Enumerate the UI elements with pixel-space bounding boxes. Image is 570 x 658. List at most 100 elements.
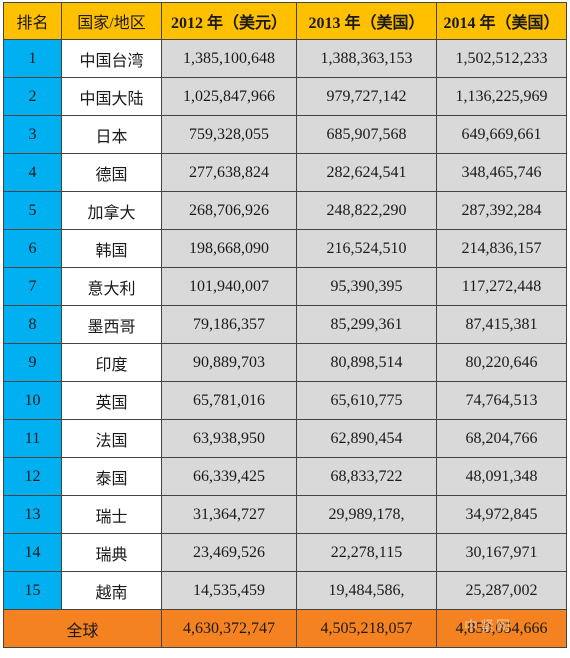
rank-cell: 14 xyxy=(3,533,62,572)
country-cell: 中国台湾 xyxy=(61,39,162,78)
table-row: 11 法国 63,938,950 62,890,454 68,204,766 xyxy=(3,419,567,458)
value-2012-cell: 101,940,007 xyxy=(161,267,297,306)
value-2013-cell: 29,989,178, xyxy=(296,495,437,534)
table-row: 4 德国 277,638,824 282,624,541 348,465,746 xyxy=(3,153,567,192)
header-row: 排名 国家/地区 2012 年（美元） 2013 年（美国） 2014 年（美国… xyxy=(3,2,567,40)
header-country: 国家/地区 xyxy=(61,2,162,40)
value-2012-cell: 66,339,425 xyxy=(161,457,297,496)
value-2014-cell: 34,972,845 xyxy=(436,495,567,534)
value-2013-cell: 979,727,142 xyxy=(296,77,437,116)
value-2012-cell: 277,638,824 xyxy=(161,153,297,192)
value-2012-cell: 31,364,727 xyxy=(161,495,297,534)
rank-cell: 12 xyxy=(3,457,62,496)
total-2014-cell: 4,850,054,666 xyxy=(436,609,567,648)
value-2012-cell: 1,025,847,966 xyxy=(161,77,297,116)
value-2012-cell: 79,186,357 xyxy=(161,305,297,344)
table-row: 10 英国 65,781,016 65,610,775 74,764,513 xyxy=(3,381,567,420)
table-row: 2 中国大陆 1,025,847,966 979,727,142 1,136,2… xyxy=(3,77,567,116)
value-2014-cell: 25,287,002 xyxy=(436,571,567,610)
table-row: 9 印度 90,889,703 80,898,514 80,220,646 xyxy=(3,343,567,382)
value-2012-cell: 268,706,926 xyxy=(161,191,297,230)
country-cell: 瑞士 xyxy=(61,495,162,534)
country-cell: 韩国 xyxy=(61,229,162,268)
value-2013-cell: 1,388,363,153 xyxy=(296,39,437,78)
value-2012-cell: 14,535,459 xyxy=(161,571,297,610)
total-row: 全球 4,630,372,747 4,505,218,057 4,850,054… xyxy=(3,609,567,648)
rank-cell: 5 xyxy=(3,191,62,230)
value-2014-cell: 48,091,348 xyxy=(436,457,567,496)
table-row: 15 越南 14,535,459 19,484,586, 25,287,002 xyxy=(3,571,567,610)
value-2013-cell: 685,907,568 xyxy=(296,115,437,154)
rank-cell: 7 xyxy=(3,267,62,306)
value-2014-cell: 74,764,513 xyxy=(436,381,567,420)
value-2012-cell: 23,469,526 xyxy=(161,533,297,572)
value-2013-cell: 65,610,775 xyxy=(296,381,437,420)
table-row: 13 瑞士 31,364,727 29,989,178, 34,972,845 xyxy=(3,495,567,534)
total-label: 全球 xyxy=(3,609,162,648)
value-2013-cell: 19,484,586, xyxy=(296,571,437,610)
header-rank: 排名 xyxy=(3,2,62,40)
rank-cell: 6 xyxy=(3,229,62,268)
value-2014-cell: 117,272,448 xyxy=(436,267,567,306)
country-cell: 泰国 xyxy=(61,457,162,496)
value-2012-cell: 1,385,100,648 xyxy=(161,39,297,78)
value-2013-cell: 62,890,454 xyxy=(296,419,437,458)
rank-cell: 9 xyxy=(3,343,62,382)
rank-cell: 8 xyxy=(3,305,62,344)
value-2012-cell: 759,328,055 xyxy=(161,115,297,154)
table-row: 1 中国台湾 1,385,100,648 1,388,363,153 1,502… xyxy=(3,39,567,78)
value-2012-cell: 198,668,090 xyxy=(161,229,297,268)
value-2014-cell: 80,220,646 xyxy=(436,343,567,382)
table-row: 12 泰国 66,339,425 68,833,722 48,091,348 xyxy=(3,457,567,496)
value-2014-cell: 1,136,225,969 xyxy=(436,77,567,116)
value-2013-cell: 85,299,361 xyxy=(296,305,437,344)
table-row: 7 意大利 101,940,007 95,390,395 117,272,448 xyxy=(3,267,567,306)
rank-cell: 11 xyxy=(3,419,62,458)
country-cell: 越南 xyxy=(61,571,162,610)
watermark: 中紧网 xyxy=(464,619,512,635)
country-cell: 瑞典 xyxy=(61,533,162,572)
total-2013-cell: 4,505,218,057 xyxy=(296,609,437,648)
import-ranking-table: 排名 国家/地区 2012 年（美元） 2013 年（美国） 2014 年（美国… xyxy=(3,2,567,648)
value-2013-cell: 282,624,541 xyxy=(296,153,437,192)
country-cell: 意大利 xyxy=(61,267,162,306)
value-2014-cell: 348,465,746 xyxy=(436,153,567,192)
rank-cell: 13 xyxy=(3,495,62,534)
table-row: 14 瑞典 23,469,526 22,278,115 30,167,971 xyxy=(3,533,567,572)
rank-cell: 2 xyxy=(3,77,62,116)
value-2013-cell: 80,898,514 xyxy=(296,343,437,382)
country-cell: 法国 xyxy=(61,419,162,458)
value-2013-cell: 216,524,510 xyxy=(296,229,437,268)
header-2013: 2013 年（美国） xyxy=(296,2,437,40)
rank-cell: 1 xyxy=(3,39,62,78)
header-2014: 2014 年（美国） xyxy=(436,2,567,40)
value-2014-cell: 1,502,512,233 xyxy=(436,39,567,78)
value-2012-cell: 90,889,703 xyxy=(161,343,297,382)
table-row: 3 日本 759,328,055 685,907,568 649,669,661 xyxy=(3,115,567,154)
country-cell: 英国 xyxy=(61,381,162,420)
value-2013-cell: 95,390,395 xyxy=(296,267,437,306)
rank-cell: 10 xyxy=(3,381,62,420)
table-row: 6 韩国 198,668,090 216,524,510 214,836,157 xyxy=(3,229,567,268)
country-cell: 加拿大 xyxy=(61,191,162,230)
country-cell: 德国 xyxy=(61,153,162,192)
country-cell: 墨西哥 xyxy=(61,305,162,344)
value-2013-cell: 68,833,722 xyxy=(296,457,437,496)
value-2013-cell: 248,822,290 xyxy=(296,191,437,230)
value-2014-cell: 30,167,971 xyxy=(436,533,567,572)
value-2014-cell: 87,415,381 xyxy=(436,305,567,344)
value-2013-cell: 22,278,115 xyxy=(296,533,437,572)
header-2012: 2012 年（美元） xyxy=(161,2,297,40)
rank-cell: 15 xyxy=(3,571,62,610)
rank-cell: 3 xyxy=(3,115,62,154)
value-2012-cell: 65,781,016 xyxy=(161,381,297,420)
value-2014-cell: 649,669,661 xyxy=(436,115,567,154)
value-2014-cell: 287,392,284 xyxy=(436,191,567,230)
value-2014-cell: 214,836,157 xyxy=(436,229,567,268)
rank-cell: 4 xyxy=(3,153,62,192)
country-cell: 日本 xyxy=(61,115,162,154)
table-row: 8 墨西哥 79,186,357 85,299,361 87,415,381 xyxy=(3,305,567,344)
table-row: 5 加拿大 268,706,926 248,822,290 287,392,28… xyxy=(3,191,567,230)
value-2014-cell: 68,204,766 xyxy=(436,419,567,458)
value-2012-cell: 63,938,950 xyxy=(161,419,297,458)
